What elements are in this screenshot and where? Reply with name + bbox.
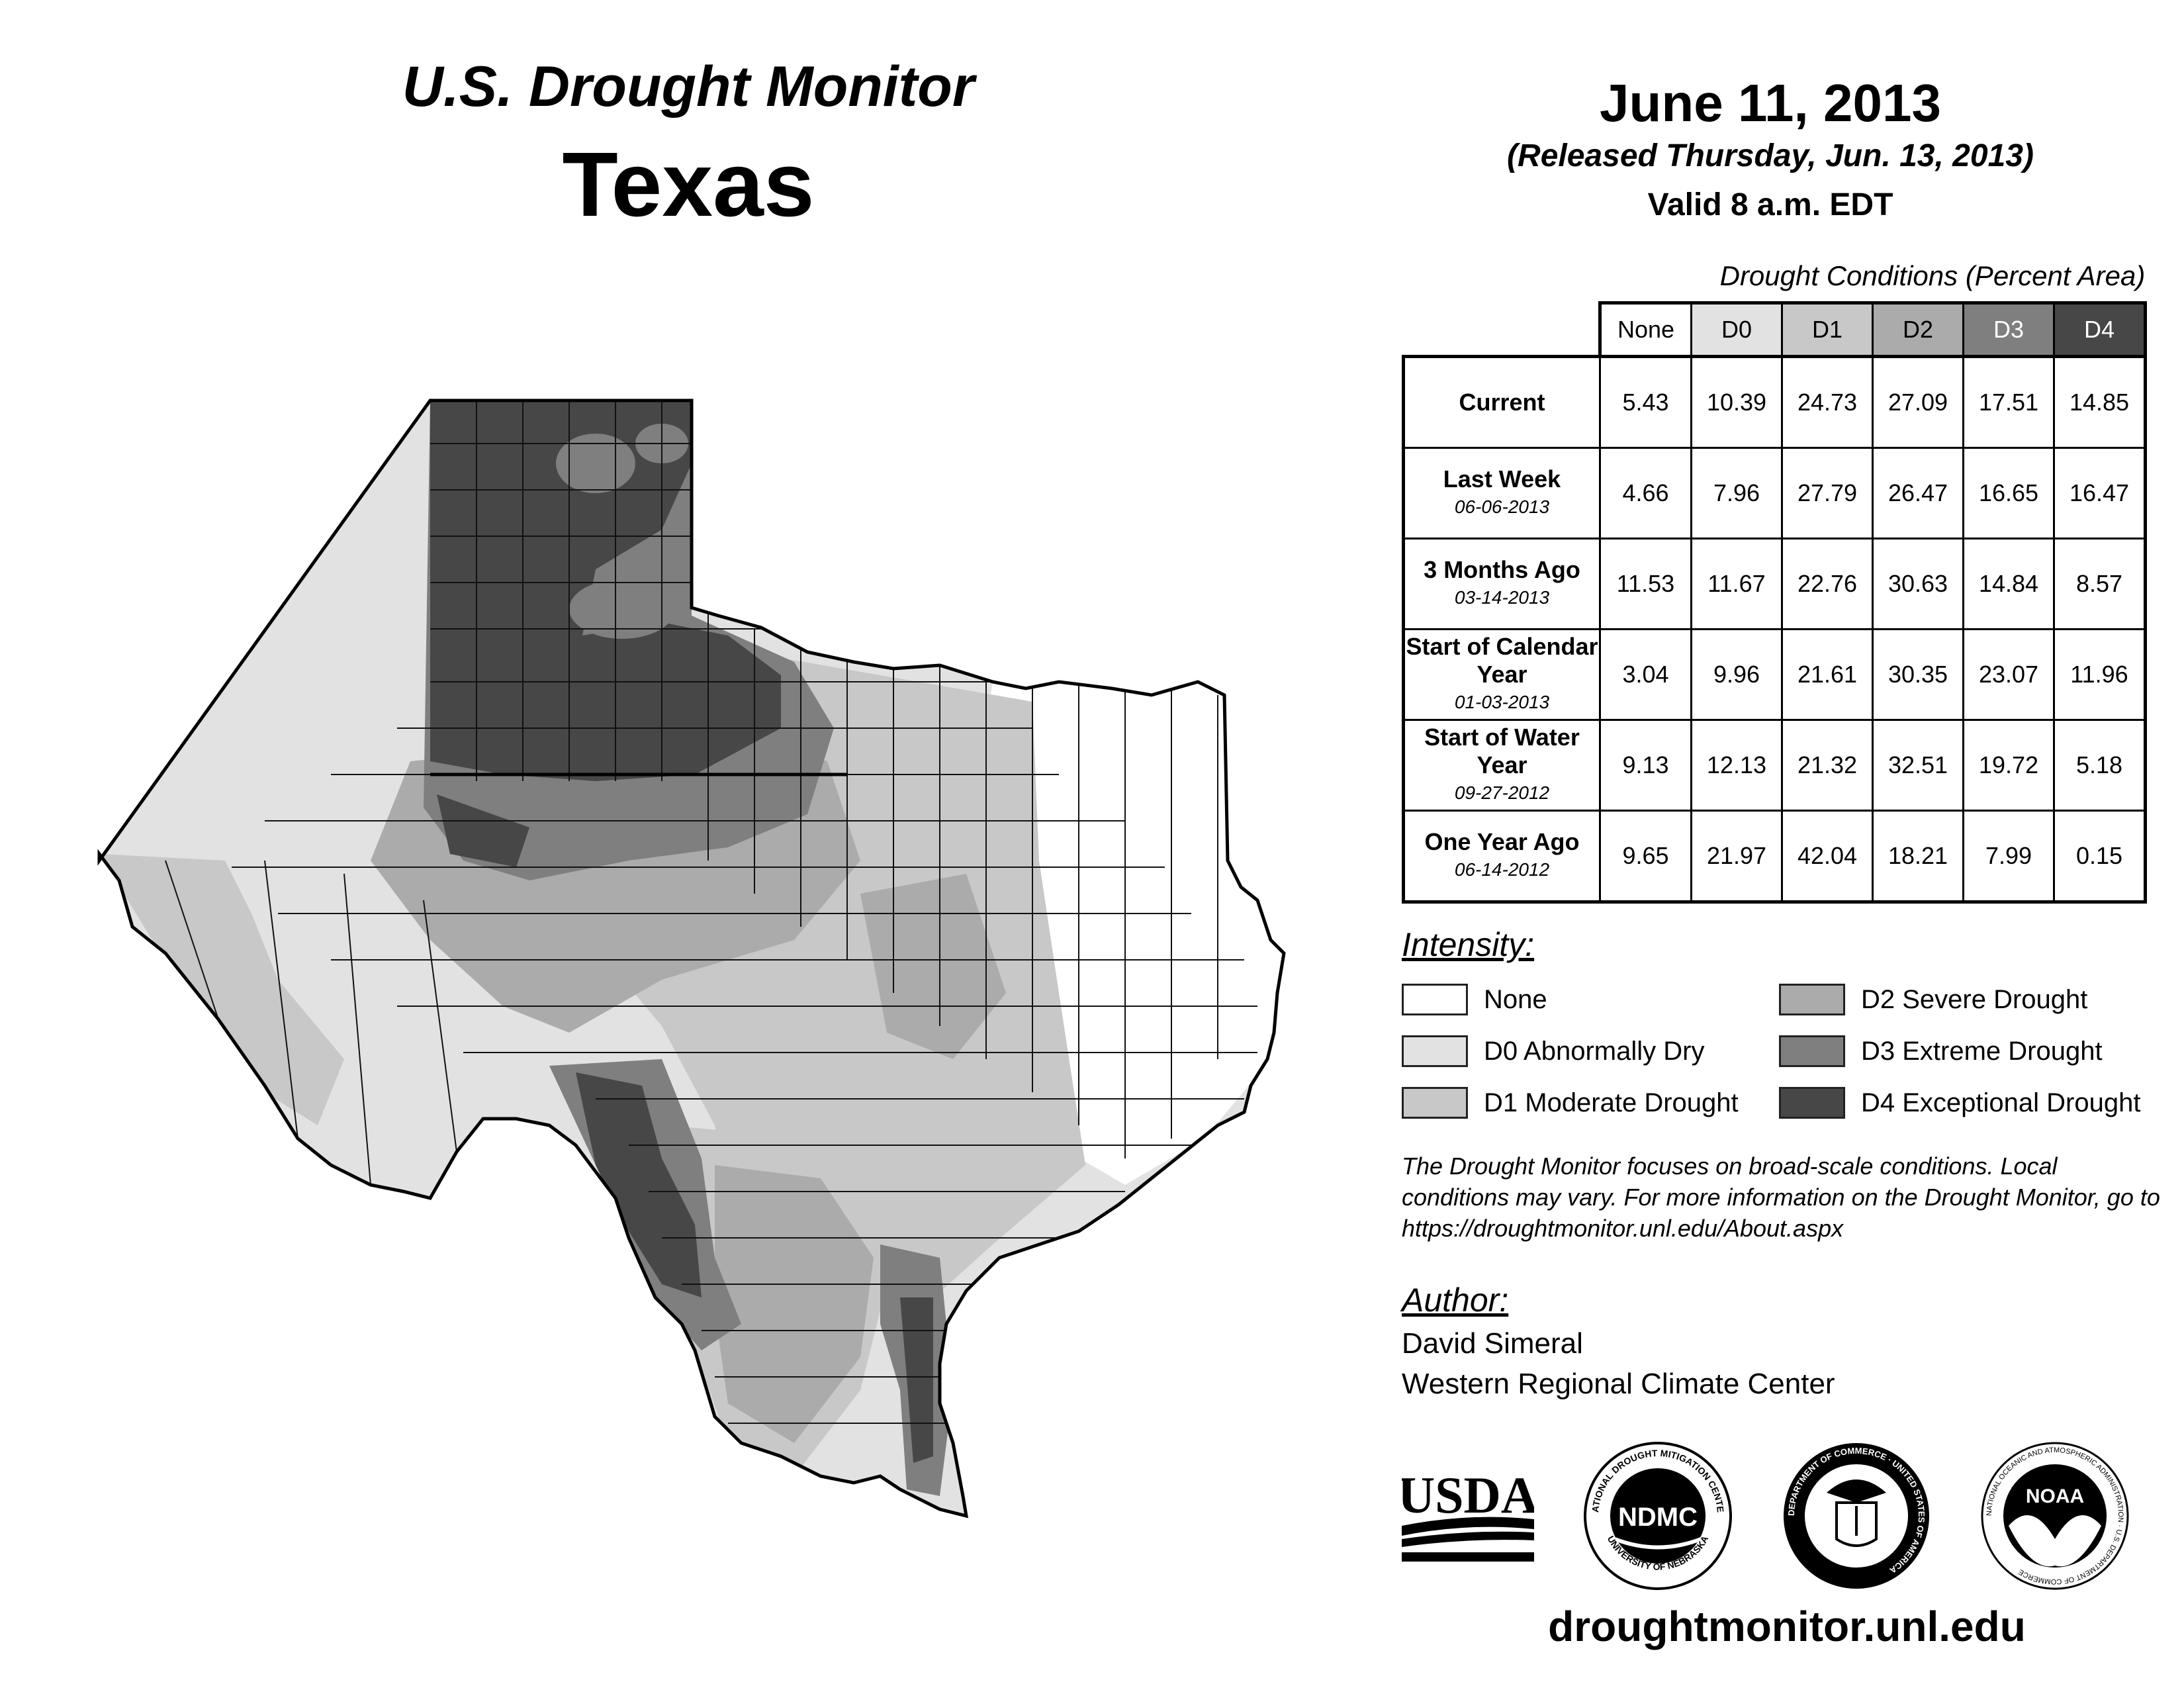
table-cell: 9.96 [1690, 628, 1783, 721]
noaa-logo: NOAA NATIONAL OCEANIC AND ATMOSPHERIC AD… [1981, 1442, 2129, 1590]
table-cell: 12.13 [1690, 719, 1783, 812]
map-title: U.S. Drought Monitor [402, 55, 975, 118]
legend-item-d4: D4 Exceptional Drought [1779, 1086, 2140, 1120]
legend-title: Intensity: [1402, 926, 1535, 963]
author-title: Author: [1402, 1282, 1509, 1319]
legend-item-d3: D3 Extreme Drought [1779, 1034, 2103, 1068]
usda-logo: USDA [1402, 1466, 1534, 1562]
table-cell: 21.32 [1781, 719, 1874, 812]
table-cell: 24.73 [1781, 355, 1874, 449]
col-d0: D0 [1690, 301, 1783, 357]
table-cell: 16.47 [2053, 447, 2147, 539]
ndmc-logo: NDMC NATIONAL DROUGHT MITIGATION CENTER … [1582, 1440, 1732, 1590]
disclaimer-note: The Drought Monitor focuses on broad-sca… [1402, 1152, 2160, 1242]
table-cell: 7.96 [1690, 447, 1783, 539]
table-cell: 9.65 [1599, 810, 1692, 904]
col-none: None [1599, 301, 1692, 357]
table-cell: 0.15 [2053, 810, 2147, 904]
table-cell: 26.47 [1872, 447, 1964, 539]
table-row: 3 Months Ago 03-14-2013 11.53 11.67 22.76… [1402, 538, 2147, 630]
table-cell: 27.79 [1781, 447, 1874, 539]
table-row: Current 5.43 10.39 24.73 27.09 17.51 14.… [1402, 355, 2147, 449]
table-row: Start of Calendar Year 01-03-2013 3.04 9.… [1402, 628, 2147, 721]
table-cell: 27.09 [1872, 355, 1964, 449]
row-label: Start of Calendar Year 01-03-2013 [1402, 628, 1601, 721]
legend-label: None [1484, 984, 1547, 1014]
table-cell: 14.84 [1962, 538, 2055, 630]
svg-text:NDMC: NDMC [1618, 1503, 1698, 1532]
table-cell: 30.35 [1872, 628, 1964, 721]
table-cell: 9.13 [1599, 719, 1692, 812]
legend-swatch [1402, 1035, 1468, 1067]
table-cell: 10.39 [1690, 355, 1783, 449]
release-date: (Released Thursday, Jun. 13, 2013) [1507, 138, 2034, 173]
col-d3: D3 [1962, 301, 2055, 357]
legend-item-d1: D1 Moderate Drought [1402, 1086, 1739, 1120]
table-cell: 5.43 [1599, 355, 1692, 449]
table-cell: 32.51 [1872, 719, 1964, 812]
col-d1: D1 [1781, 301, 1874, 357]
table-cell: 23.07 [1962, 628, 2055, 721]
texas-drought-map [0, 0, 1324, 1622]
svg-text:USDA: USDA [1402, 1466, 1534, 1524]
legend-item-d2: D2 Severe Drought [1779, 982, 2087, 1017]
table-cell: 4.66 [1599, 447, 1692, 539]
table-cell: 17.51 [1962, 355, 2055, 449]
legend-label: D3 Extreme Drought [1861, 1036, 2103, 1066]
table-row: One Year Ago 06-14-2012 9.65 21.97 42.04 … [1402, 810, 2147, 904]
row-label: Current [1402, 355, 1601, 449]
table-row: Start of Water Year 09-27-2012 9.13 12.13… [1402, 719, 2147, 812]
table-corner [1403, 303, 1602, 358]
legend-label: D1 Moderate Drought [1484, 1088, 1739, 1117]
row-label: Start of Water Year 09-27-2012 [1402, 719, 1601, 812]
table-cell: 11.67 [1690, 538, 1783, 630]
table-cell: 19.72 [1962, 719, 2055, 812]
doc-logo: DEPARTMENT OF COMMERCE · UNITED STATES O… [1784, 1443, 1929, 1589]
row-label: Last Week 06-06-2013 [1402, 447, 1601, 539]
row-label: 3 Months Ago 03-14-2013 [1402, 538, 1601, 630]
table-cell: 22.76 [1781, 538, 1874, 630]
table-cell: 30.63 [1872, 538, 1964, 630]
table-cell: 8.57 [2053, 538, 2147, 630]
legend-swatch [1402, 1087, 1468, 1119]
author-name: David Simeral [1402, 1327, 1583, 1360]
legend-label: D0 Abnormally Dry [1484, 1036, 1705, 1066]
map-date: June 11, 2013 [1600, 73, 1941, 132]
legend-label: D4 Exceptional Drought [1861, 1088, 2141, 1117]
col-d4: D4 [2053, 301, 2147, 357]
valid-time: Valid 8 a.m. EDT [1647, 187, 1893, 222]
table-cell: 21.61 [1781, 628, 1874, 721]
col-d2: D2 [1872, 301, 1964, 357]
table-row: Last Week 06-06-2013 4.66 7.96 27.79 26.4… [1402, 447, 2147, 539]
table-cell: 21.97 [1690, 810, 1783, 904]
legend-swatch [1779, 1035, 1845, 1067]
table-cell: 7.99 [1962, 810, 2055, 904]
table-cell: 11.53 [1599, 538, 1692, 630]
legend-label: D2 Severe Drought [1861, 984, 2088, 1014]
legend-swatch [1779, 1087, 1845, 1119]
table-cell: 11.96 [2053, 628, 2147, 721]
legend-item-none: None [1402, 982, 1547, 1017]
legend-swatch [1779, 984, 1845, 1015]
table-cell: 5.18 [2053, 719, 2147, 812]
table-cell: 42.04 [1781, 810, 1874, 904]
table-cell: 3.04 [1599, 628, 1692, 721]
legend-item-d0: D0 Abnormally Dry [1402, 1034, 1704, 1068]
svg-text:NOAA: NOAA [2026, 1485, 2084, 1507]
drought-conditions-table: None D0 D1 D2 D3 D4 Current 5.43 10.39 2… [1402, 301, 2147, 904]
legend-swatch [1402, 984, 1468, 1015]
table-cell: 18.21 [1872, 810, 1964, 904]
table-cell: 14.85 [2053, 355, 2147, 449]
website-url[interactable]: droughtmonitor.unl.edu [1548, 1603, 2026, 1650]
table-cell: 16.65 [1962, 447, 2055, 539]
state-name: Texas [562, 134, 815, 236]
table-caption: Drought Conditions (Percent Area) [1719, 260, 2146, 291]
row-label: One Year Ago 06-14-2012 [1402, 810, 1601, 904]
author-org: Western Regional Climate Center [1402, 1368, 1835, 1400]
